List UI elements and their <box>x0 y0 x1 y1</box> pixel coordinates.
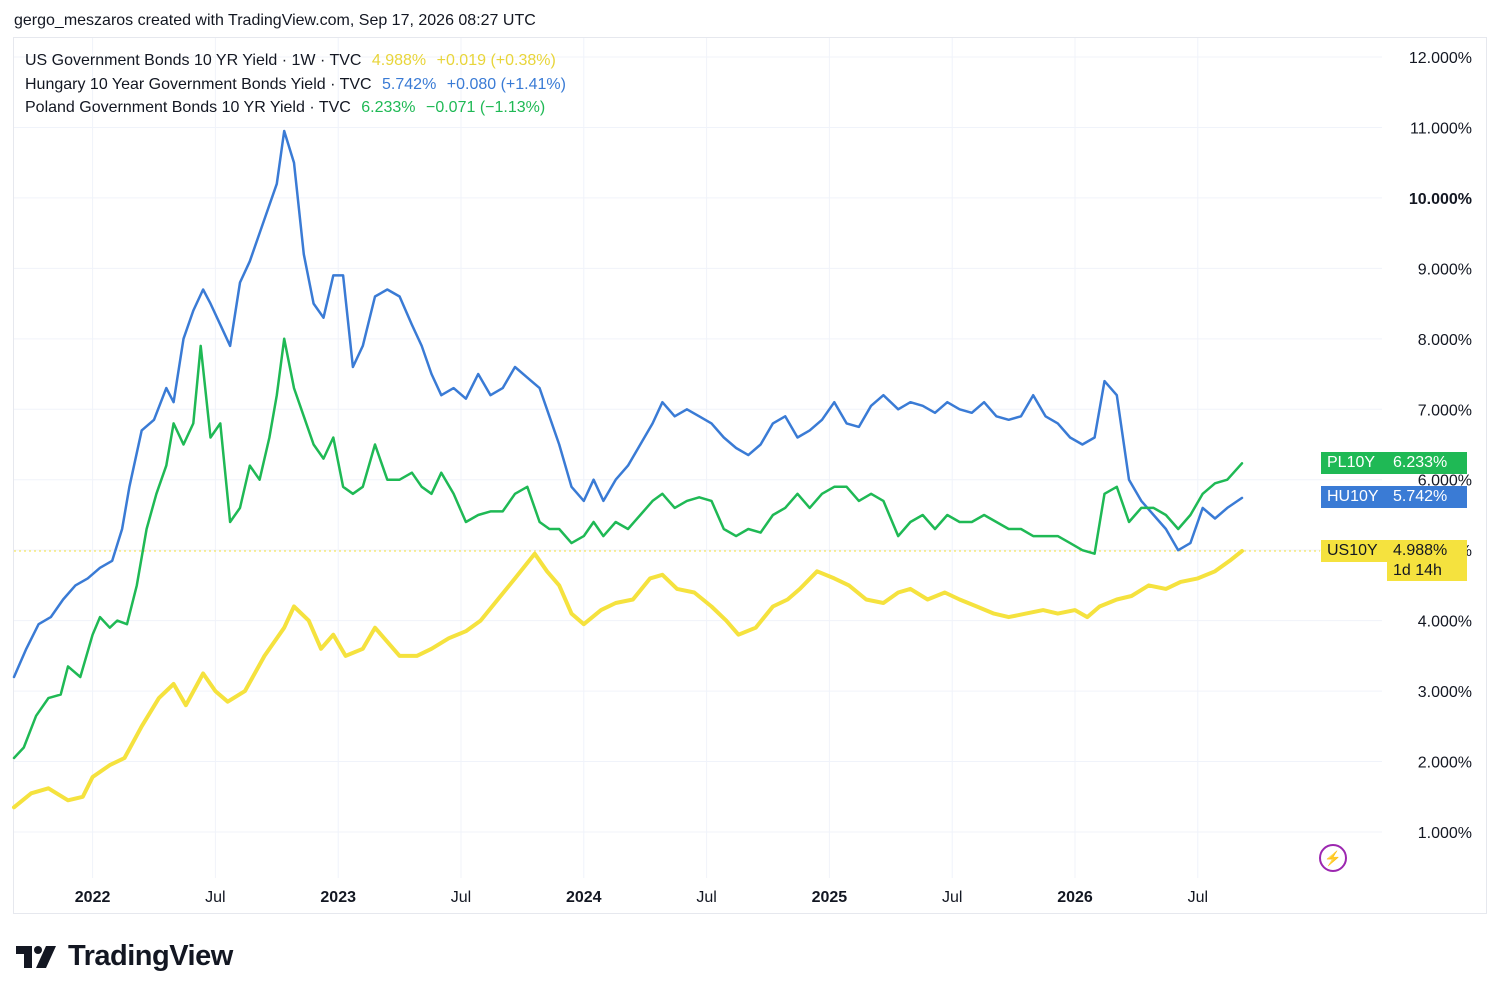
legend-name: Hungary 10 Year Government Bonds Yield ·… <box>25 75 372 93</box>
chart-frame <box>13 37 1487 914</box>
pl-yield-line <box>12 337 1244 760</box>
y-tick-label: 7.000% <box>1418 402 1472 419</box>
us-tag-countdown: 1d 14h <box>1393 562 1442 579</box>
x-tick-label: 2025 <box>812 889 848 906</box>
x-tick-label: Jul <box>1188 889 1208 906</box>
tradingview-logo[interactable]: TradingView <box>16 940 233 973</box>
y-tick-label: 11.000% <box>1410 120 1472 137</box>
legend-row-us[interactable]: US Government Bonds 10 YR Yield · 1W · T… <box>25 49 566 73</box>
chart-legend: US Government Bonds 10 YR Yield · 1W · T… <box>25 49 566 120</box>
y-tick-label: 3.000% <box>1418 684 1472 701</box>
x-tick-label: 2026 <box>1057 889 1093 906</box>
hu-tag-value: 5.742% <box>1387 486 1467 508</box>
hu-yield-line <box>12 129 1244 679</box>
y-tick-label: 4.000% <box>1418 614 1472 631</box>
y-tick-label: 8.000% <box>1418 332 1472 349</box>
x-tick-label: Jul <box>451 889 471 906</box>
tradingview-logo-text: TradingView <box>68 940 233 972</box>
y-tick-label: 1.000% <box>1418 825 1472 842</box>
x-tick-label: Jul <box>205 889 225 906</box>
legend-value: 4.988% <box>371 52 427 69</box>
legend-change: +0.080 (+1.41%) <box>446 75 566 93</box>
y-tick-label: 12.000% <box>1409 50 1472 67</box>
x-tick-label: Jul <box>696 889 716 906</box>
x-tick-label: Jul <box>942 889 962 906</box>
legend-value: 5.742% <box>382 75 437 93</box>
x-tick-label: 2022 <box>75 889 111 906</box>
pl-tag-label: PL10Y <box>1321 452 1387 474</box>
legend-name: Poland Government Bonds 10 YR Yield · TV… <box>25 99 351 116</box>
hu-tag-label: HU10Y <box>1321 486 1387 508</box>
us-tag-label: US10Y <box>1321 540 1387 562</box>
y-tick-label: 2.000% <box>1418 755 1472 772</box>
x-tick-label: 2023 <box>320 889 356 906</box>
legend-change: −0.071 (−1.13%) <box>425 99 546 116</box>
y-tick-label: 6.000% <box>1418 473 1472 490</box>
y-tick-label: 10.000% <box>1409 191 1472 208</box>
legend-row-hu[interactable]: Hungary 10 Year Government Bonds Yield ·… <box>25 73 566 97</box>
us-tag-price: 4.988% <box>1393 542 1448 559</box>
us-tag-value: 4.988% 1d 14h <box>1387 540 1467 581</box>
chart-attribution: gergo_meszaros created with TradingView.… <box>14 12 536 29</box>
y-tick-label: 9.000% <box>1418 261 1472 278</box>
legend-row-pl[interactable]: Poland Government Bonds 10 YR Yield · TV… <box>25 96 566 120</box>
flash-icon[interactable]: ⚡ <box>1319 844 1347 872</box>
us-yield-line <box>12 549 1244 810</box>
legend-name: US Government Bonds 10 YR Yield · 1W · T… <box>25 52 362 69</box>
x-tick-label: 2024 <box>566 889 602 906</box>
tradingview-logo-icon <box>16 945 56 968</box>
legend-change: +0.019 (+0.38%) <box>436 52 556 69</box>
pl-tag-value: 6.233% <box>1387 452 1467 474</box>
legend-value: 6.233% <box>361 99 416 116</box>
